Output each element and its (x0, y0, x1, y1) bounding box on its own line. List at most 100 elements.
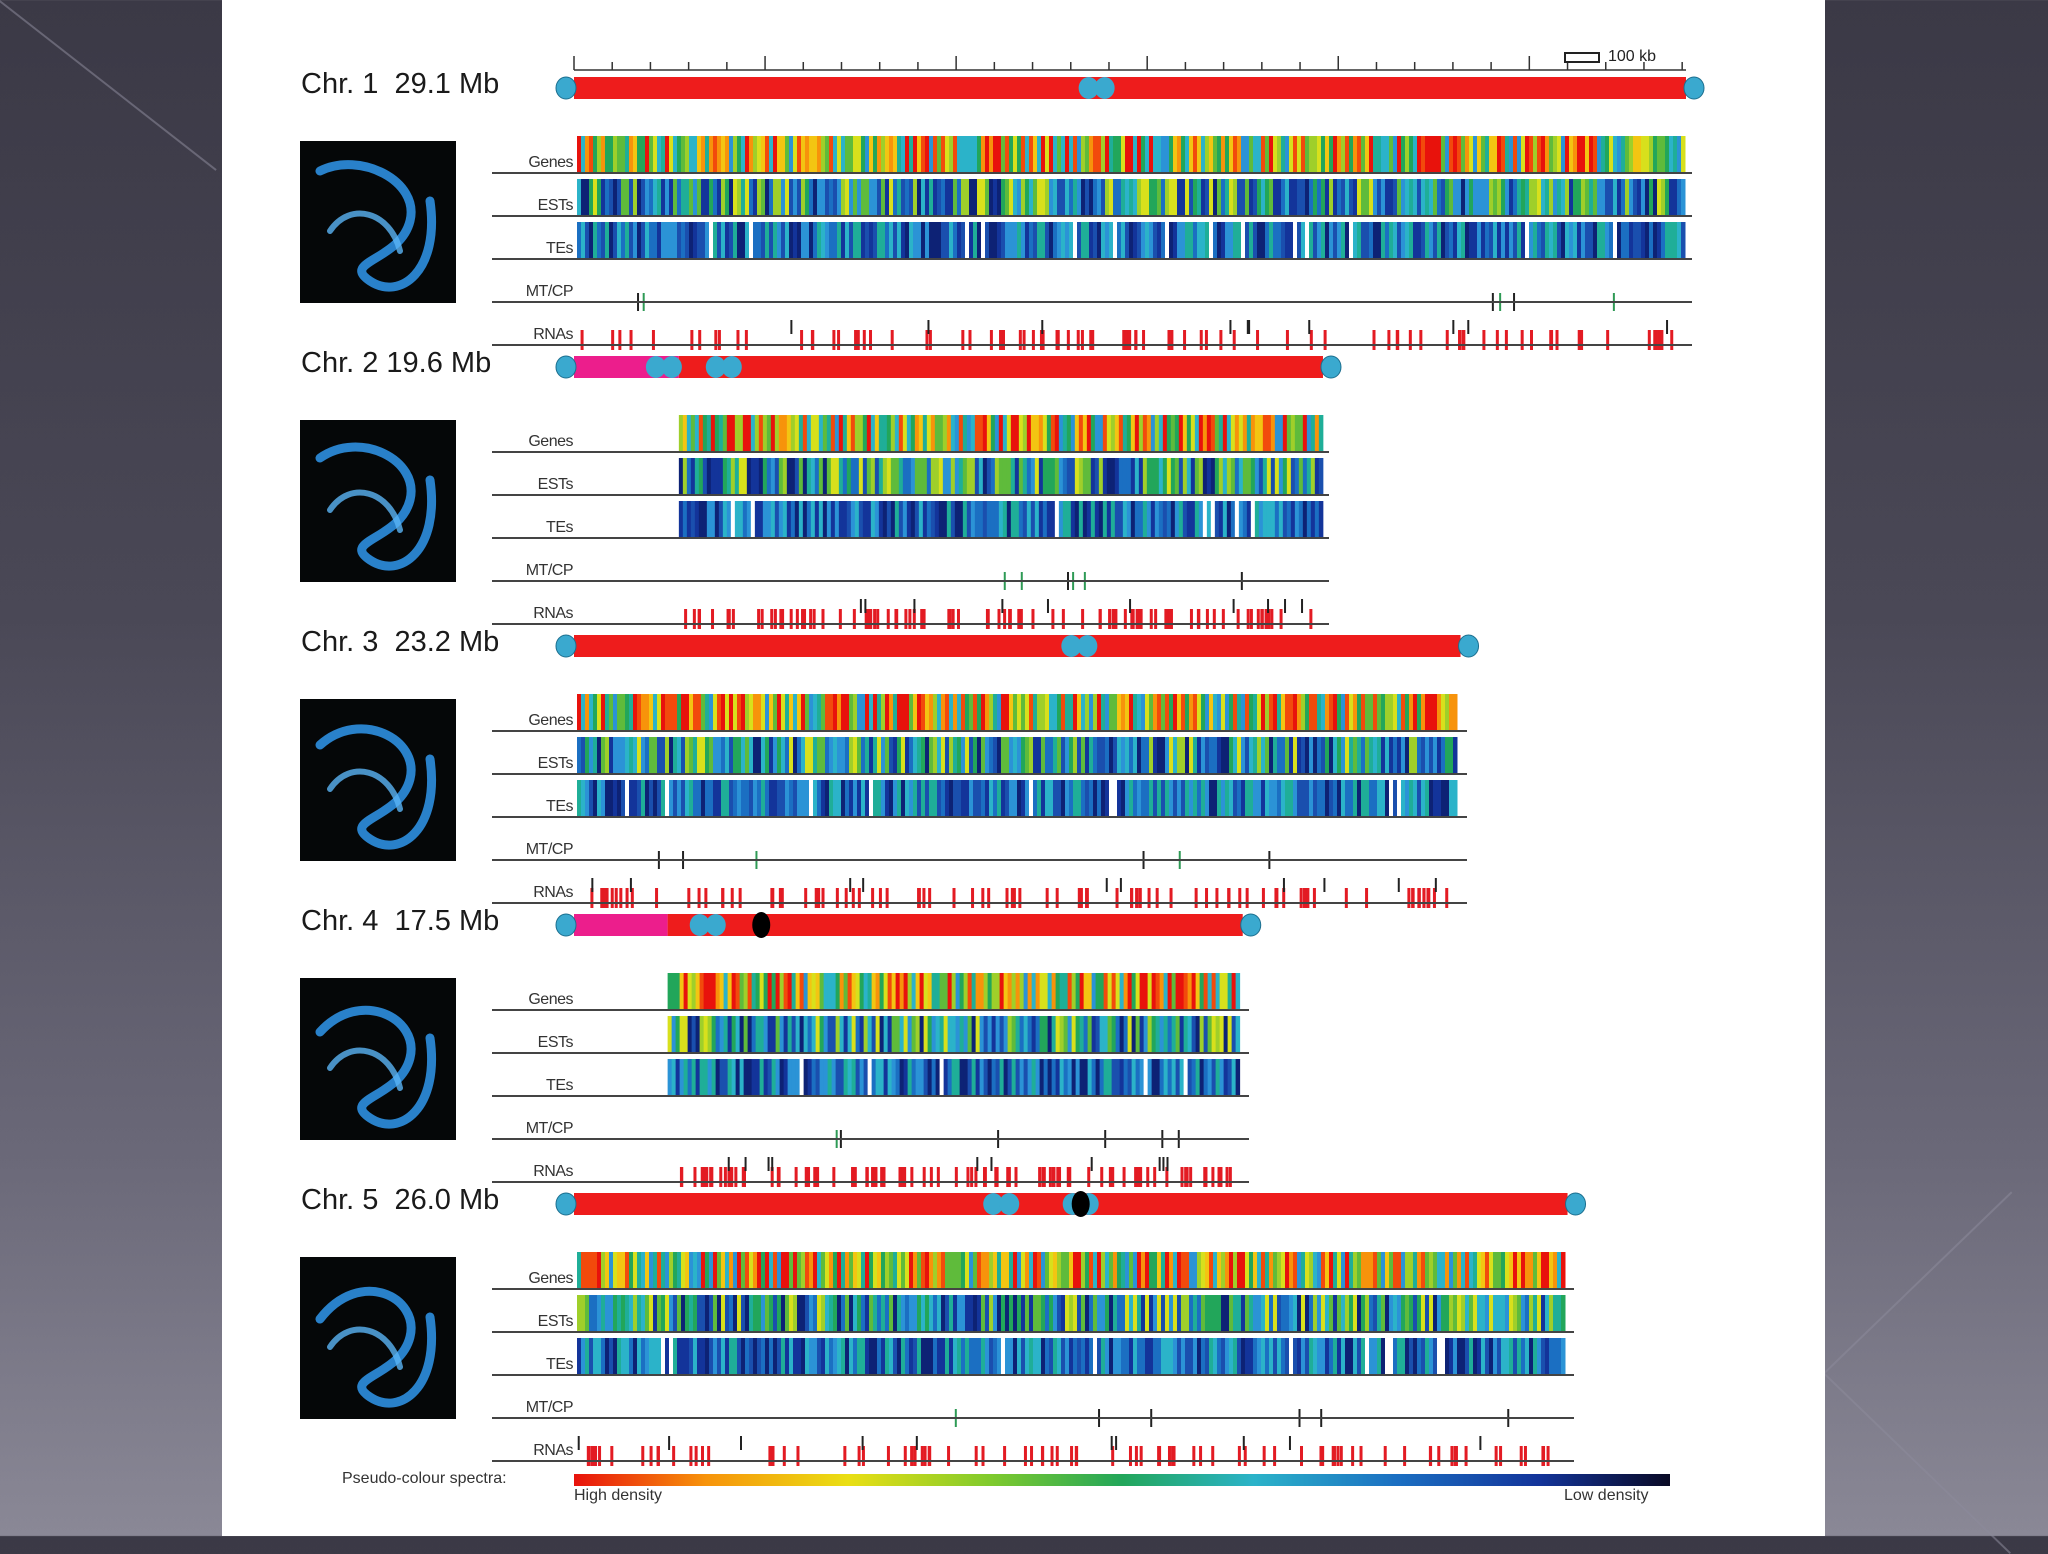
density-cell (962, 501, 968, 537)
density-cell (921, 1338, 926, 1374)
density-cell (1249, 737, 1254, 773)
density-cell (1405, 1338, 1410, 1374)
density-cell (993, 1252, 998, 1288)
density-cell (837, 737, 842, 773)
density-cell (795, 1059, 801, 1095)
density-cell (1353, 780, 1358, 816)
rna-mark (610, 888, 614, 908)
density-cell (597, 737, 602, 773)
density-cell (1285, 737, 1290, 773)
density-cell (1043, 1059, 1049, 1095)
density-cell (1197, 694, 1202, 730)
density-cell (1153, 737, 1158, 773)
density-cell (718, 458, 724, 494)
density-cell (789, 179, 794, 215)
density-cell (1111, 1016, 1117, 1052)
density-cell (715, 973, 721, 1009)
density-cell (957, 179, 962, 215)
density-cell (1106, 415, 1112, 451)
density-cell (883, 1059, 889, 1095)
density-cell (1237, 737, 1242, 773)
density-cell (701, 1252, 706, 1288)
density-cell (1190, 415, 1196, 451)
density-cell (601, 1338, 606, 1374)
density-cell (1110, 501, 1116, 537)
density-cell (1545, 136, 1550, 172)
density-cell (721, 737, 726, 773)
density-cell (769, 179, 774, 215)
density-cell (1051, 1059, 1057, 1095)
density-cell (1165, 222, 1170, 258)
density-cell (641, 1338, 646, 1374)
density-cell (1193, 1295, 1198, 1331)
density-cell (1321, 737, 1326, 773)
density-cell (891, 1016, 897, 1052)
rna-mark (1461, 330, 1465, 350)
density-cell (637, 222, 642, 258)
density-cell (1125, 1295, 1130, 1331)
rna-mark (1217, 1167, 1221, 1187)
density-cell (749, 222, 754, 258)
density-cell (1210, 458, 1216, 494)
density-cell (1613, 179, 1618, 215)
density-cell (693, 179, 698, 215)
density-cell (690, 458, 696, 494)
density-cell (939, 973, 945, 1009)
density-cell (1641, 222, 1646, 258)
density-cell (853, 136, 858, 172)
centromere-lobe (1077, 635, 1098, 657)
density-cell (678, 458, 684, 494)
track-label-rnas: RNAs (533, 884, 573, 901)
density-cell (1269, 780, 1274, 816)
rna-mark (625, 888, 629, 908)
density-cell (1131, 1059, 1137, 1095)
density-cell (1397, 737, 1402, 773)
rna-mark (779, 609, 783, 629)
density-cell (1181, 1295, 1186, 1331)
density-cell (757, 1295, 762, 1331)
density-cell (707, 1016, 713, 1052)
rna-mark (928, 330, 932, 350)
density-cell (855, 973, 861, 1009)
density-cell (1207, 1059, 1213, 1095)
density-cell (973, 1338, 978, 1374)
density-cell (845, 1338, 850, 1374)
density-cell (1137, 737, 1142, 773)
density-cell (1169, 136, 1174, 172)
density-cell (1029, 694, 1034, 730)
density-cell (785, 179, 790, 215)
density-cell (1097, 179, 1102, 215)
density-cell (1266, 458, 1272, 494)
telomere (1240, 913, 1262, 937)
density-cell (1369, 694, 1374, 730)
density-cell (683, 1016, 689, 1052)
density-cell (1545, 179, 1550, 215)
density-cell (1513, 1295, 1518, 1331)
density-cell (1417, 136, 1422, 172)
density-cell (909, 780, 914, 816)
density-cell (661, 1295, 666, 1331)
density-cell (1113, 780, 1118, 816)
density-cell (1221, 1295, 1226, 1331)
density-cell (1171, 1016, 1177, 1052)
density-cell (683, 973, 689, 1009)
density-cell (827, 1059, 833, 1095)
chromosome-micrograph (300, 699, 456, 861)
density-cell (941, 737, 946, 773)
density-cell (649, 136, 654, 172)
density-cell (793, 222, 798, 258)
rna-mark (1006, 1167, 1010, 1187)
density-cell (889, 179, 894, 215)
density-cell (865, 1338, 870, 1374)
density-cell (1019, 1016, 1025, 1052)
density-cell (825, 1252, 830, 1288)
density-cell (581, 737, 586, 773)
density-cell (1074, 501, 1080, 537)
density-cell (1289, 179, 1294, 215)
density-cell (1233, 1338, 1238, 1374)
rna-mark (1228, 1167, 1232, 1187)
density-cell (1225, 136, 1230, 172)
density-cell (705, 694, 710, 730)
telomere (1565, 1192, 1587, 1216)
density-cell (957, 1338, 962, 1374)
